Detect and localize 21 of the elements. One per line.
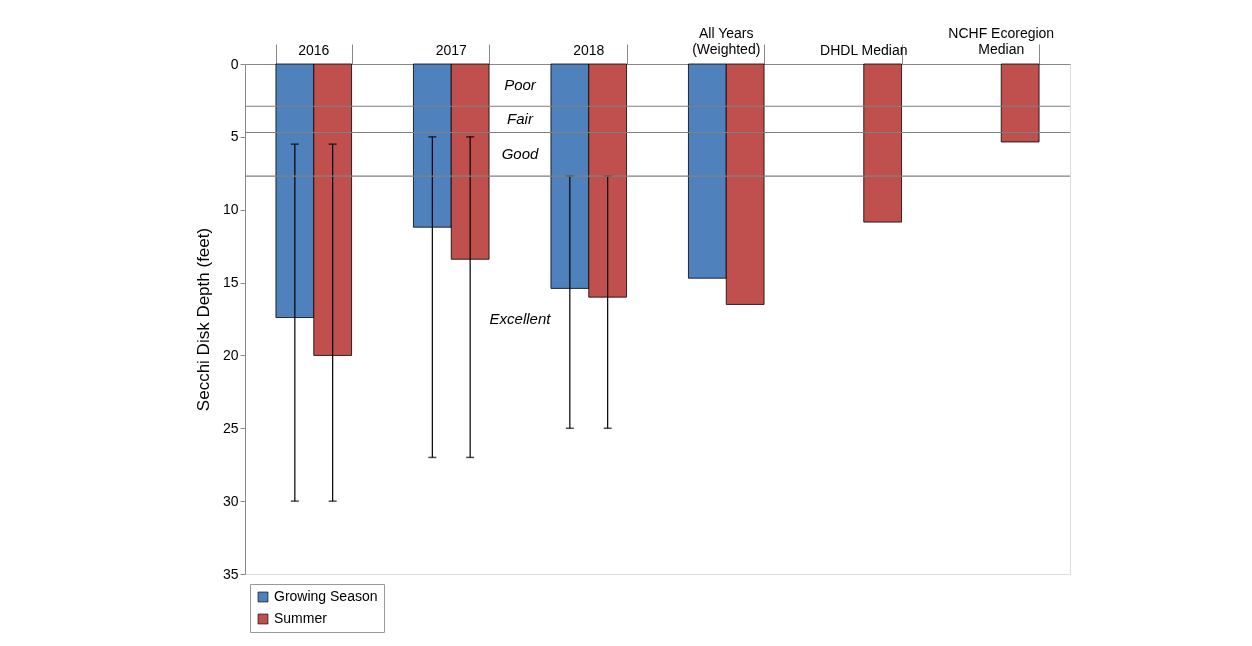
x-tick-label: NCHF Ecoregion Median [948,25,1055,57]
legend-label: Growing Season [274,588,378,604]
x-tick-label: DHDL Median [820,42,908,58]
y-tick-label: 25 [222,419,239,436]
y-tick-label: 5 [230,128,239,145]
x-tick-label: 2017 [435,42,468,58]
annotation: Good [501,145,539,163]
y-tick-label: 30 [222,492,239,509]
y-tick-label: 10 [222,201,239,218]
y-tick-label: 35 [222,565,239,582]
y-tick-label: 15 [222,274,239,291]
legend-label: Summer [274,610,328,626]
x-tick-label: 2016 [298,42,330,58]
annotation: Poor [504,76,537,94]
y-tick-label: 20 [222,346,239,363]
x-tick-label: All Years (Weighted) [692,25,761,57]
y-tick-label: 0 [230,55,239,72]
x-tick-label: 2018 [573,42,605,58]
y-axis-title: Secchi Disk Depth (feet) [193,227,213,412]
annotation: Excellent [489,310,552,328]
annotation: Fair [507,110,534,128]
